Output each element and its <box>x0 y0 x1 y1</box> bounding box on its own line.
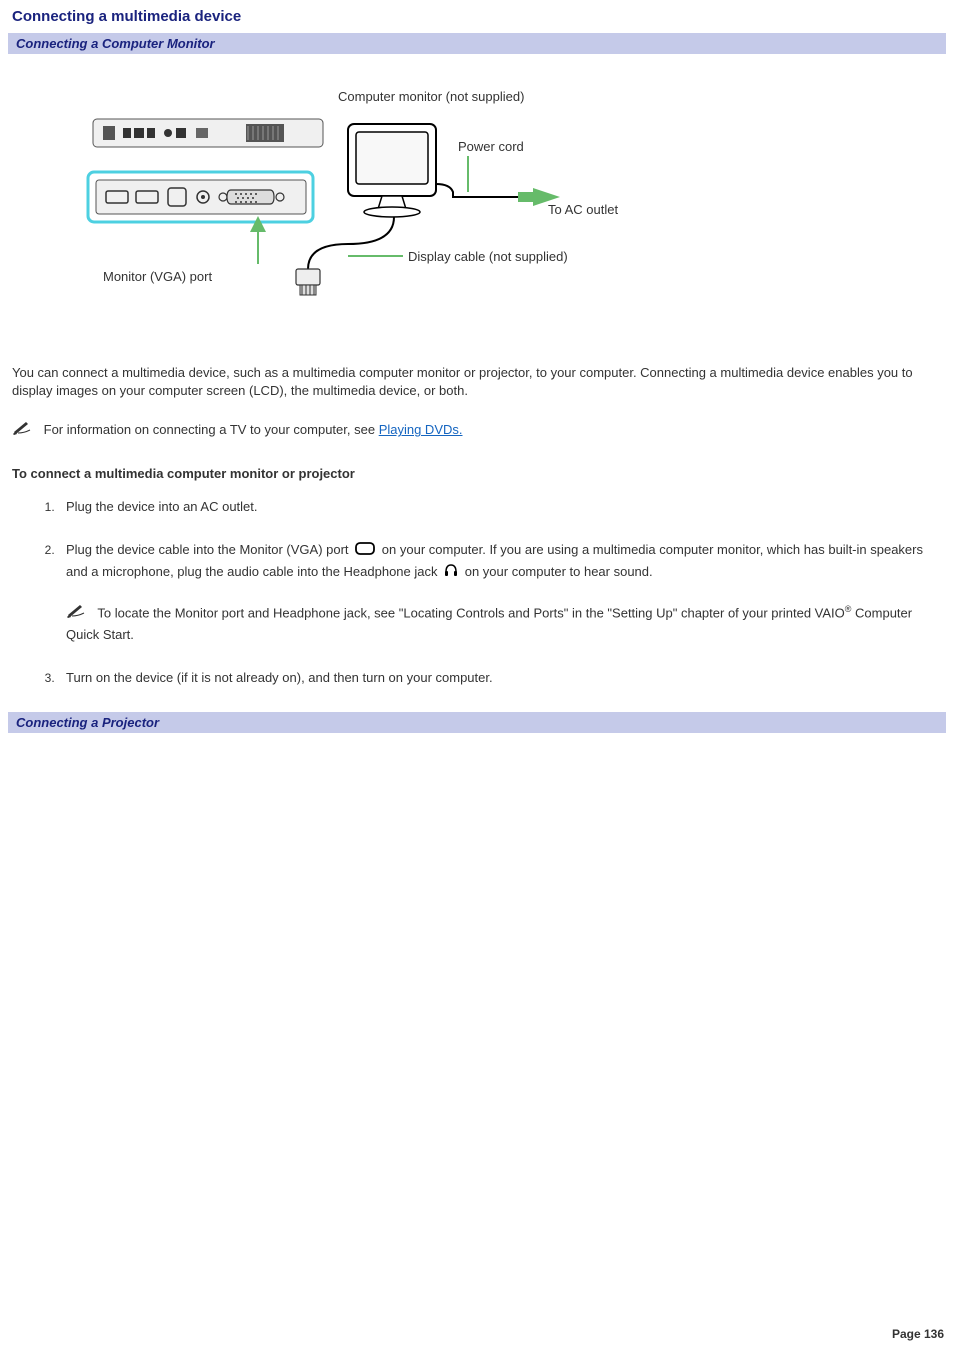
step-2-text-a: Plug the device cable into the Monitor (… <box>66 542 352 557</box>
step-1-text: Plug the device into an AC outlet. <box>66 499 258 514</box>
label-monitor-not-supplied: Computer monitor (not supplied) <box>338 89 524 104</box>
step-2: Plug the device cable into the Monitor (… <box>58 540 946 644</box>
note-tv-info: For information on connecting a TV to yo… <box>12 420 942 441</box>
note1-text: For information on connecting a TV to yo… <box>44 422 379 437</box>
procedure-list: Plug the device into an AC outlet. Plug … <box>58 497 946 688</box>
vga-port-icon <box>354 540 376 562</box>
step-3-text: Turn on the device (if it is not already… <box>66 670 493 685</box>
connection-diagram: Computer monitor (not supplied) Power co… <box>48 84 668 334</box>
label-vga-port: Monitor (VGA) port <box>103 269 212 284</box>
note-icon <box>12 420 34 441</box>
label-power-cord: Power cord <box>458 139 524 154</box>
step-3: Turn on the device (if it is not already… <box>58 668 946 688</box>
label-to-ac-outlet: To AC outlet <box>548 202 618 217</box>
procedure-heading: To connect a multimedia computer monitor… <box>12 466 942 481</box>
step-2-text-c: on your computer to hear sound. <box>465 564 653 579</box>
label-display-cable: Display cable (not supplied) <box>408 249 568 264</box>
step-2-note: To locate the Monitor port and Headphone… <box>66 603 946 644</box>
playing-dvds-link[interactable]: Playing DVDs. <box>379 422 463 437</box>
section-bar-projector: Connecting a Projector <box>8 712 946 733</box>
step-1: Plug the device into an AC outlet. <box>58 497 946 517</box>
headphone-icon <box>443 562 459 584</box>
page-title: Connecting a multimedia device <box>8 8 946 25</box>
note-icon <box>66 603 88 625</box>
step-2-note-text-a: To locate the Monitor port and Headphone… <box>97 605 844 620</box>
section-bar-monitor: Connecting a Computer Monitor <box>8 33 946 54</box>
intro-paragraph: You can connect a multimedia device, suc… <box>12 364 942 400</box>
page-number: Page 136 <box>892 1327 944 1341</box>
